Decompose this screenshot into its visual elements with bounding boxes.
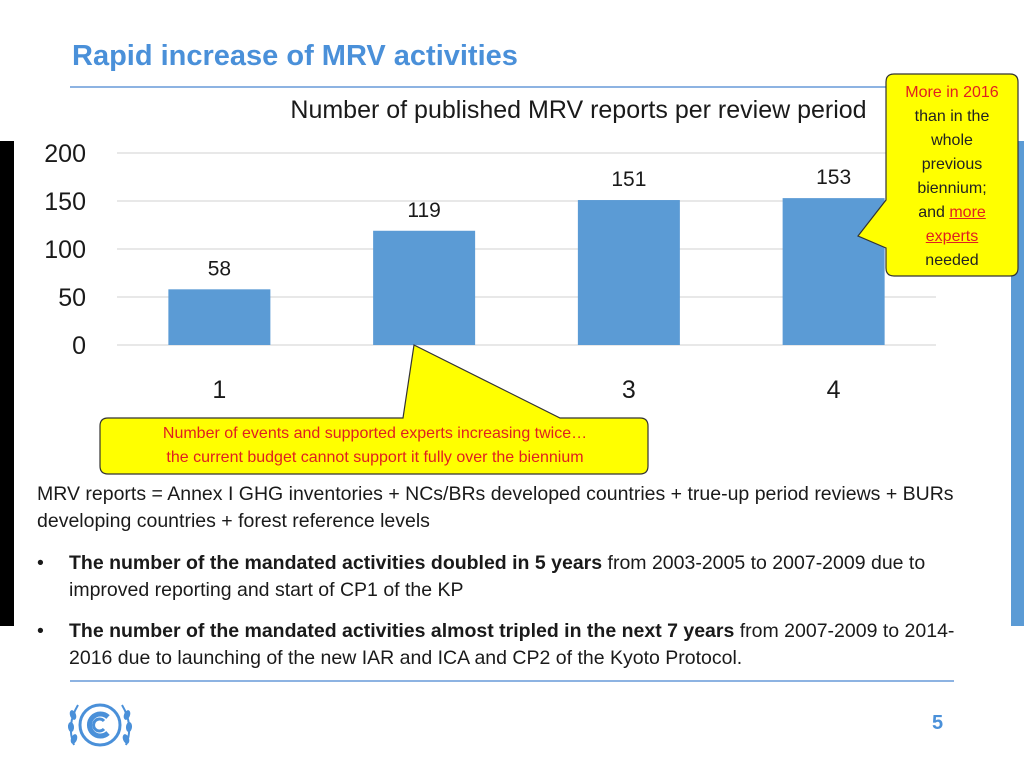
page-number: 5 bbox=[932, 712, 944, 734]
y-tick-label: 200 bbox=[44, 140, 86, 168]
bullet-glyph: • bbox=[37, 620, 44, 642]
bar bbox=[373, 230, 476, 345]
title-rule bbox=[70, 86, 890, 88]
bullet-glyph: • bbox=[37, 552, 44, 574]
right-callout-line: previous bbox=[921, 156, 983, 173]
right-callout-text: More in 2016 than in the whole previous … bbox=[888, 81, 1016, 273]
bar bbox=[782, 198, 885, 345]
chart-title: Number of published MRV reports per revi… bbox=[290, 96, 866, 124]
right-callout-line: and more bbox=[888, 201, 1016, 225]
y-tick-label: 150 bbox=[44, 188, 86, 216]
definition-paragraph: MRV reports = Annex I GHG inventories + … bbox=[37, 483, 954, 532]
definition-text: MRV reports = Annex I GHG inventories + … bbox=[37, 481, 977, 535]
right-callout-line: experts bbox=[925, 228, 979, 245]
data-label: 151 bbox=[611, 168, 646, 191]
y-tick-label: 100 bbox=[44, 236, 86, 264]
data-label: 153 bbox=[816, 166, 851, 189]
right-callout-shape bbox=[857, 73, 1019, 277]
right-callout-line: biennium; bbox=[917, 180, 987, 197]
right-callout-line: More in 2016 bbox=[905, 84, 999, 101]
slide-title: Rapid increase of MRV activities bbox=[72, 40, 518, 72]
bar bbox=[577, 200, 680, 345]
y-tick-label: 50 bbox=[58, 284, 86, 312]
data-label: 58 bbox=[208, 257, 231, 280]
right-callout-line: whole bbox=[931, 132, 973, 149]
left-edge-bar bbox=[0, 141, 14, 626]
x-tick-label: 1 bbox=[212, 376, 226, 404]
y-tick-label: 0 bbox=[72, 332, 86, 360]
x-tick-label: 3 bbox=[622, 376, 636, 404]
bullet-bold-text: The number of the mandated activities do… bbox=[69, 552, 603, 574]
bottom-callout-line: the current budget cannot support it ful… bbox=[166, 449, 584, 466]
bottom-callout-text: Number of events and supported experts i… bbox=[102, 422, 648, 470]
bullet-item: • The number of the mandated activities … bbox=[37, 550, 967, 604]
bullet-text: from 2007-2009 to 2014-2016 due to launc… bbox=[69, 620, 955, 669]
bullet-text: from 2003-2005 to 2007-2009 due to impro… bbox=[69, 552, 926, 601]
x-tick-label: 4 bbox=[827, 376, 841, 404]
bullet-item: • The number of the mandated activities … bbox=[37, 618, 967, 672]
unfccc-logo-icon bbox=[67, 703, 133, 747]
right-callout-line: than in the bbox=[914, 108, 990, 125]
data-label: 119 bbox=[407, 199, 440, 222]
bullet-list: • The number of the mandated activities … bbox=[37, 550, 967, 686]
footer-rule bbox=[70, 680, 954, 682]
right-callout-line: needed bbox=[925, 252, 979, 269]
bottom-callout-line: Number of events and supported experts i… bbox=[162, 425, 588, 442]
right-callout-fragment: and bbox=[918, 204, 950, 221]
bottom-callout-shape bbox=[99, 344, 649, 475]
bullet-bold-text: The number of the mandated activities al… bbox=[69, 620, 735, 642]
right-callout-emphasis: more bbox=[949, 204, 986, 221]
bar bbox=[168, 289, 271, 345]
